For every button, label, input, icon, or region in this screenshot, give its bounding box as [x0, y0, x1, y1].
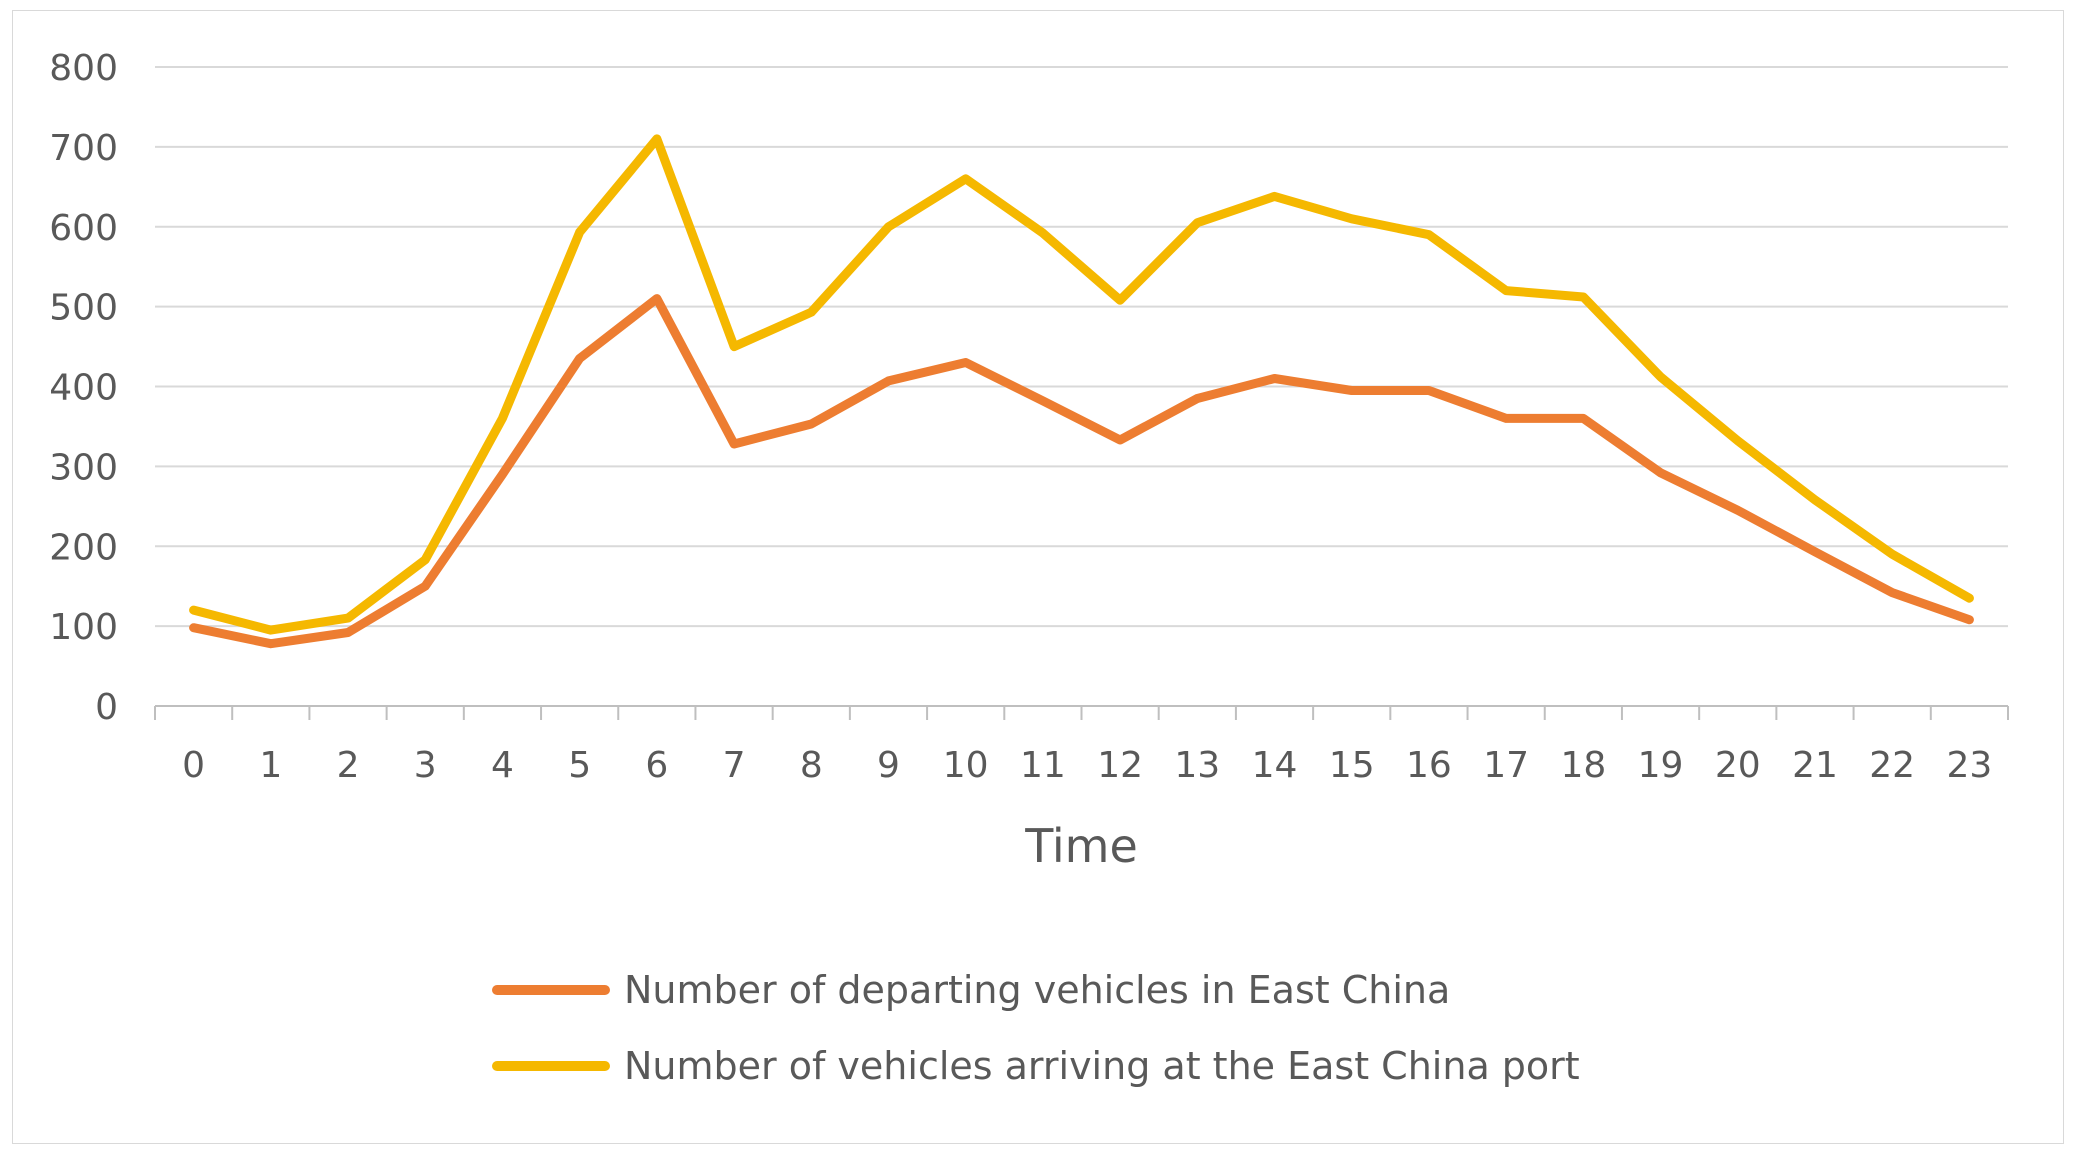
x-axis-title: Time	[1024, 819, 1138, 873]
x-tick-label: 19	[1638, 745, 1684, 786]
y-tick-label: 600	[49, 208, 118, 249]
y-axis-ticks: 0 100 200 300 400 500 600 700 800	[49, 48, 118, 728]
x-tick-label: 16	[1406, 745, 1452, 786]
x-tick-label: 8	[800, 745, 823, 786]
x-tick-label: 0	[182, 745, 205, 786]
x-tick-label: 22	[1869, 745, 1915, 786]
x-tick-label: 15	[1329, 745, 1375, 786]
y-tick-label: 400	[49, 368, 118, 409]
chart-frame	[12, 10, 2064, 1144]
x-axis-ticks: 0 1 2 3 4 5 6 7 8 9 10 11 12 13 14 15 16 17 18 19 20 21 22 23	[182, 745, 1992, 786]
legend: Number of departing vehicles in East Chi…	[492, 968, 1580, 1088]
series-line-2	[189, 134, 1974, 635]
series-lines	[189, 134, 1974, 649]
legend-label: Number of vehicles arriving at the East …	[624, 1044, 1580, 1088]
legend-label: Number of departing vehicles in East Chi…	[624, 968, 1450, 1012]
x-tick-label: 23	[1946, 745, 1992, 786]
y-tick-label: 0	[95, 687, 118, 728]
y-tick-label: 800	[49, 48, 118, 89]
x-tick-label: 17	[1483, 745, 1529, 786]
x-tick-label: 13	[1174, 745, 1220, 786]
gridlines	[155, 66, 2008, 628]
x-tick-label: 7	[723, 745, 746, 786]
y-tick-label: 500	[49, 288, 118, 329]
x-tick-label: 21	[1792, 745, 1838, 786]
x-tick-label: 6	[645, 745, 668, 786]
y-tick-label: 300	[49, 447, 118, 488]
x-tick-label: 2	[337, 745, 360, 786]
x-tick-label: 12	[1097, 745, 1143, 786]
x-tick-label: 4	[491, 745, 514, 786]
x-tick-label: 14	[1252, 745, 1298, 786]
y-tick-label: 200	[49, 527, 118, 568]
series-line-1	[189, 294, 1974, 649]
x-tick-label: 3	[414, 745, 437, 786]
y-tick-label: 700	[49, 128, 118, 169]
x-tick-label: 5	[568, 745, 591, 786]
x-axis	[154, 705, 2009, 720]
x-tick-label: 10	[943, 745, 989, 786]
x-tick-label: 9	[877, 745, 900, 786]
x-tick-label: 11	[1020, 745, 1066, 786]
y-tick-label: 100	[49, 607, 118, 648]
x-tick-label: 20	[1715, 745, 1761, 786]
x-tick-label: 1	[259, 745, 282, 786]
x-tick-label: 18	[1560, 745, 1606, 786]
